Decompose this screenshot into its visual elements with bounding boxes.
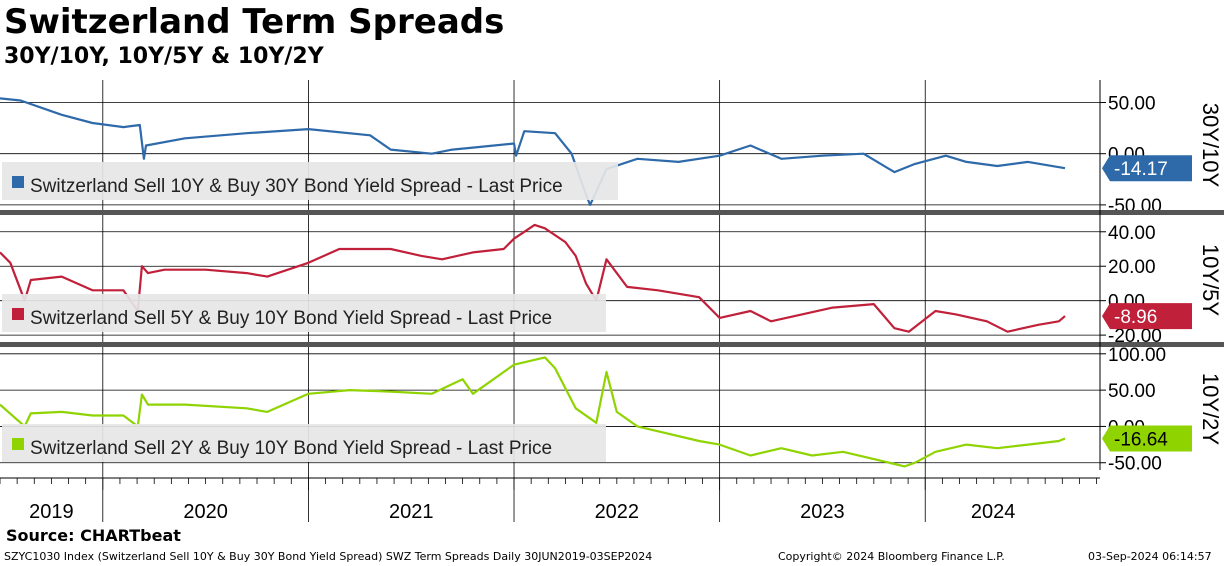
legend-label: Switzerland Sell 5Y & Buy 10Y Bond Yield…: [30, 308, 552, 329]
x-tick-label: 2022: [595, 501, 640, 523]
y-tick-label: 40.00: [1108, 223, 1156, 244]
x-tick-label: 2019: [29, 501, 74, 523]
panel-label: 10Y/5Y: [1198, 244, 1223, 316]
last-value-tag: [1102, 425, 1192, 452]
x-tick-label: 2023: [800, 501, 845, 523]
legend-swatch: [12, 438, 24, 450]
source-label: Source: CHARTbeat: [6, 526, 181, 545]
last-value-tag: [1102, 155, 1192, 182]
panel-divider: [0, 210, 1224, 215]
last-value-label: -8.96: [1114, 307, 1157, 328]
footer-copyright: Copyright© 2024 Bloomberg Finance L.P.: [778, 550, 1005, 563]
legend-box: [2, 162, 618, 200]
footer-description: SZYC1030 Index (Switzerland Sell 10Y & B…: [4, 550, 653, 563]
footer-timestamp: 03-Sep-2024 06:14:57: [1088, 550, 1212, 563]
series-line: [0, 223, 1066, 333]
y-tick-label: 100.00: [1108, 345, 1166, 366]
last-value-label: -14.17: [1114, 159, 1168, 180]
series-line: [0, 356, 1066, 468]
last-value-label: -16.64: [1114, 430, 1168, 451]
panel-label: 10Y/2Y: [1198, 373, 1223, 445]
y-tick-label: 50.00: [1108, 381, 1156, 402]
legend-box: [2, 294, 606, 332]
legend-swatch: [12, 176, 24, 188]
legend-label: Switzerland Sell 2Y & Buy 10Y Bond Yield…: [30, 438, 552, 459]
legend-swatch: [12, 308, 24, 320]
last-value-tag: [1102, 303, 1192, 330]
y-tick-label: -50.00: [1108, 454, 1162, 475]
chart-title: Switzerland Term Spreads: [4, 2, 505, 42]
panel-label: 30Y/10Y: [1198, 103, 1223, 188]
legend-box: [2, 424, 606, 462]
series-line: [0, 97, 1066, 206]
chart-subtitle: 30Y/10Y, 10Y/5Y & 10Y/2Y: [4, 44, 324, 69]
y-tick-label: 50.00: [1108, 94, 1156, 115]
x-tick-label: 2024: [971, 501, 1016, 523]
legend-label: Switzerland Sell 10Y & Buy 30Y Bond Yiel…: [30, 176, 563, 197]
y-tick-label: -20.00: [1108, 326, 1162, 347]
panel-divider: [0, 342, 1224, 347]
y-tick-label: 20.00: [1108, 257, 1156, 278]
x-tick-label: 2021: [389, 501, 434, 523]
x-tick-label: 2020: [183, 501, 228, 523]
